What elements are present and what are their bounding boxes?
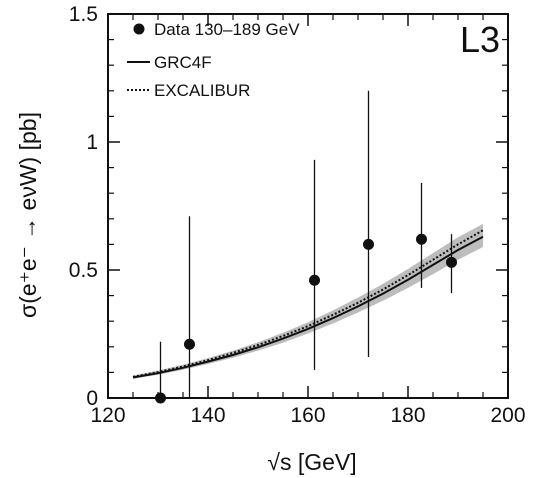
y-tick-label: 1: [86, 131, 98, 154]
curve-layer: [132, 229, 484, 379]
uncertainty-band-layer: [133, 223, 483, 379]
y-tick-label: 0.5: [69, 259, 98, 282]
legend: Data 130–189 GeV GRC4F EXCALIBUR: [127, 20, 300, 100]
uncertainty-band: [133, 223, 483, 379]
curve-grc4f: [132, 235, 484, 379]
y-axis-title: σ(e⁺e⁻ → eνW) [pb]: [15, 112, 41, 318]
data-point-5: [446, 256, 457, 268]
legend-label-grc4f: GRC4F: [154, 53, 212, 72]
experiment-label: L3: [460, 19, 500, 60]
x-tick-label: 200: [490, 404, 525, 427]
legend-marker-data: [133, 23, 145, 35]
data-point-2: [309, 274, 320, 286]
data-point-1: [184, 338, 195, 350]
x-tick-label: 180: [390, 404, 425, 427]
data-point-3: [363, 238, 374, 250]
x-axis-title: √s [GeV]: [267, 449, 356, 475]
x-tick-label: 120: [90, 404, 125, 427]
y-tick-label: 1.5: [69, 3, 98, 26]
tick-labels-layer: 120 140 160 180 200 0 0.5 1 1.5: [69, 3, 526, 427]
data-point-4: [416, 233, 427, 245]
x-tick-label: 160: [290, 404, 325, 427]
y-tick-label: 0: [86, 387, 98, 410]
axis-ticks-layer: [107, 13, 509, 399]
curve-excalibur: [132, 229, 484, 378]
x-tick-label: 140: [190, 404, 225, 427]
data-points-layer: [155, 90, 457, 404]
legend-label-data: Data 130–189 GeV: [154, 20, 300, 39]
legend-label-excalibur: EXCALIBUR: [154, 81, 250, 100]
